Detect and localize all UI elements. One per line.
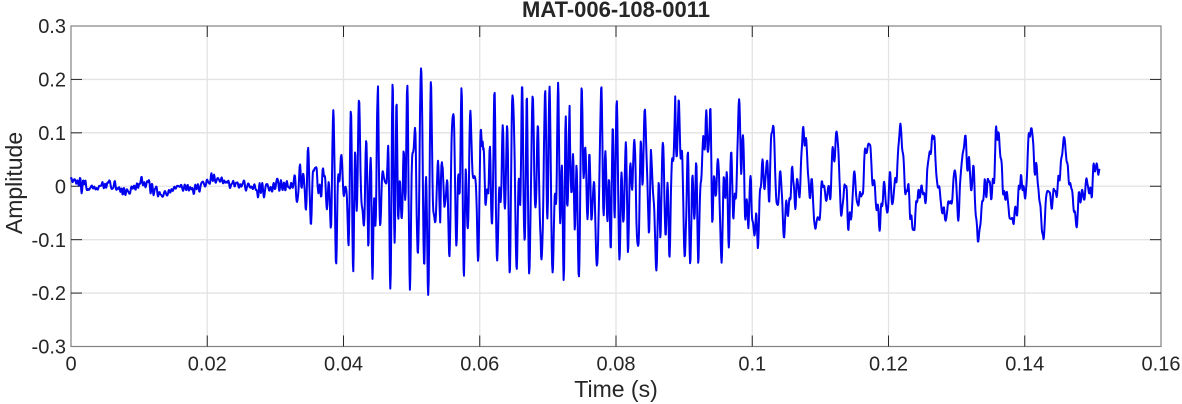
svg-text:0.06: 0.06 [460,354,499,376]
svg-text:Time (s): Time (s) [574,376,657,402]
svg-text:MAT-006-108-0011: MAT-006-108-0011 [522,0,710,22]
svg-text:0.3: 0.3 [38,16,66,38]
svg-text:0.04: 0.04 [324,354,363,376]
svg-text:0.02: 0.02 [188,354,227,376]
svg-text:0: 0 [65,354,76,376]
svg-text:-0.3: -0.3 [32,337,66,359]
svg-text:-0.2: -0.2 [32,283,66,305]
svg-text:0.14: 0.14 [1005,354,1044,376]
svg-text:Amplitude: Amplitude [1,132,27,234]
svg-text:0.2: 0.2 [38,70,66,92]
svg-text:0: 0 [55,176,66,198]
svg-text:0.12: 0.12 [869,354,908,376]
svg-text:0.1: 0.1 [738,354,766,376]
svg-text:-0.1: -0.1 [32,230,66,252]
svg-text:0.16: 0.16 [1142,354,1181,376]
svg-text:0.1: 0.1 [38,123,66,145]
svg-text:0.08: 0.08 [597,354,636,376]
